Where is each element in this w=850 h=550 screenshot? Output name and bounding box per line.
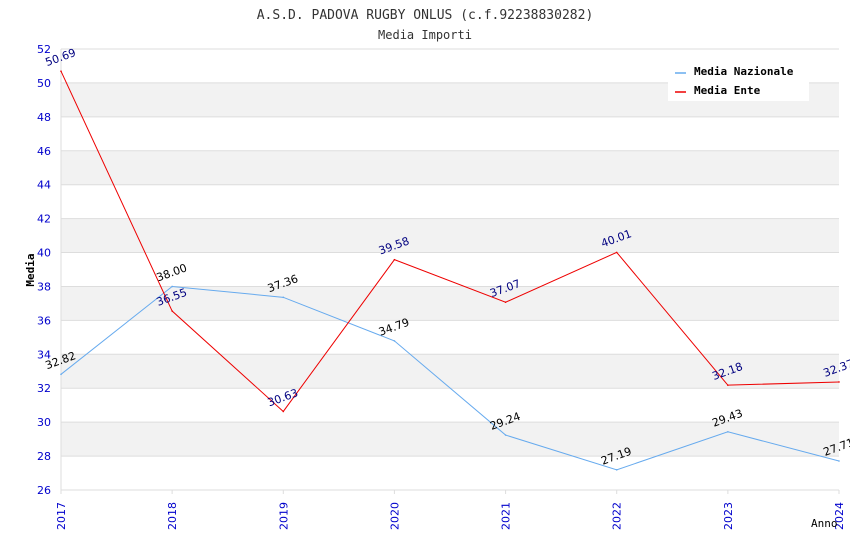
- y-tick-label: 38: [37, 280, 51, 293]
- band-32: [61, 354, 839, 389]
- legend-box: [668, 60, 809, 101]
- data-point-media-ente: [504, 301, 507, 304]
- data-point-media-ente: [60, 70, 62, 73]
- data-point-media-ente: [727, 384, 729, 386]
- x-tick-label: 2023: [722, 502, 735, 530]
- y-tick-label: 30: [37, 416, 51, 429]
- data-point-media-nazionale: [282, 296, 285, 299]
- x-axis-label: Anno: [811, 517, 838, 530]
- y-tick-label: 32: [37, 382, 51, 395]
- x-tick-label: 2018: [166, 502, 179, 530]
- data-point-media-ente: [171, 310, 173, 312]
- data-label-media-ente: 30.63: [266, 386, 300, 409]
- data-point-media-nazionale: [504, 434, 507, 436]
- x-tick-label: 2022: [611, 502, 624, 530]
- data-point-media-ente: [615, 251, 618, 254]
- y-tick-label: 28: [37, 450, 51, 463]
- x-tick-label: 2017: [55, 502, 68, 530]
- series-line-media-nazionale: [60, 285, 840, 471]
- y-tick-label: 42: [37, 213, 51, 226]
- y-tick-label: 50: [37, 77, 51, 90]
- data-point-media-ente: [393, 258, 396, 261]
- y-tick-label: 46: [37, 145, 51, 158]
- data-point-media-nazionale: [60, 373, 62, 376]
- data-point-media-ente: [838, 381, 840, 383]
- band-40: [61, 218, 839, 253]
- x-tick-labels: 2017 2018 2019 2020 2021 2022 2023 2024: [55, 502, 846, 530]
- x-tick-label: 2020: [388, 502, 401, 530]
- band-28: [61, 422, 839, 457]
- legend: Media Nazionale Media Ente: [668, 60, 809, 101]
- data-point-media-ente: [282, 410, 285, 413]
- series-line-media-ente: [60, 71, 840, 413]
- chart-title: A.S.D. PADOVA RUGBY ONLUS (c.f.922388302…: [257, 8, 594, 23]
- x-tick-label: 2019: [277, 502, 290, 530]
- y-tick-label: 34: [37, 348, 51, 361]
- y-tick-label: 26: [37, 484, 51, 497]
- axes: [60, 49, 840, 494]
- data-point-media-nazionale: [727, 431, 729, 433]
- y-tick-labels: 26 28 30 32 34 36 38 40 42 44 46 48 50 52: [37, 43, 51, 497]
- data-point-media-nazionale: [838, 460, 840, 462]
- y-axis-label: Media: [24, 253, 37, 286]
- x-tick-label: 2021: [500, 502, 513, 530]
- chart-subtitle: Media Importi: [378, 28, 472, 42]
- data-point-media-nazionale: [171, 285, 173, 288]
- band-44: [61, 150, 839, 185]
- x-tick-label: 2024: [833, 502, 846, 530]
- legend-label-media-nazionale: Media Nazionale: [694, 65, 794, 78]
- y-tick-label: 48: [37, 111, 51, 124]
- legend-label-media-ente: Media Ente: [694, 84, 761, 97]
- y-tick-label: 36: [37, 314, 51, 327]
- data-point-media-nazionale: [615, 469, 618, 471]
- y-tick-label: 44: [37, 179, 51, 192]
- series-lines: [60, 70, 840, 471]
- y-tick-label: 52: [37, 43, 51, 56]
- band-36: [61, 286, 839, 321]
- data-point-media-nazionale: [393, 340, 396, 342]
- y-tick-label: 40: [37, 247, 51, 260]
- data-label-media-nazionale: 38.00: [155, 261, 189, 284]
